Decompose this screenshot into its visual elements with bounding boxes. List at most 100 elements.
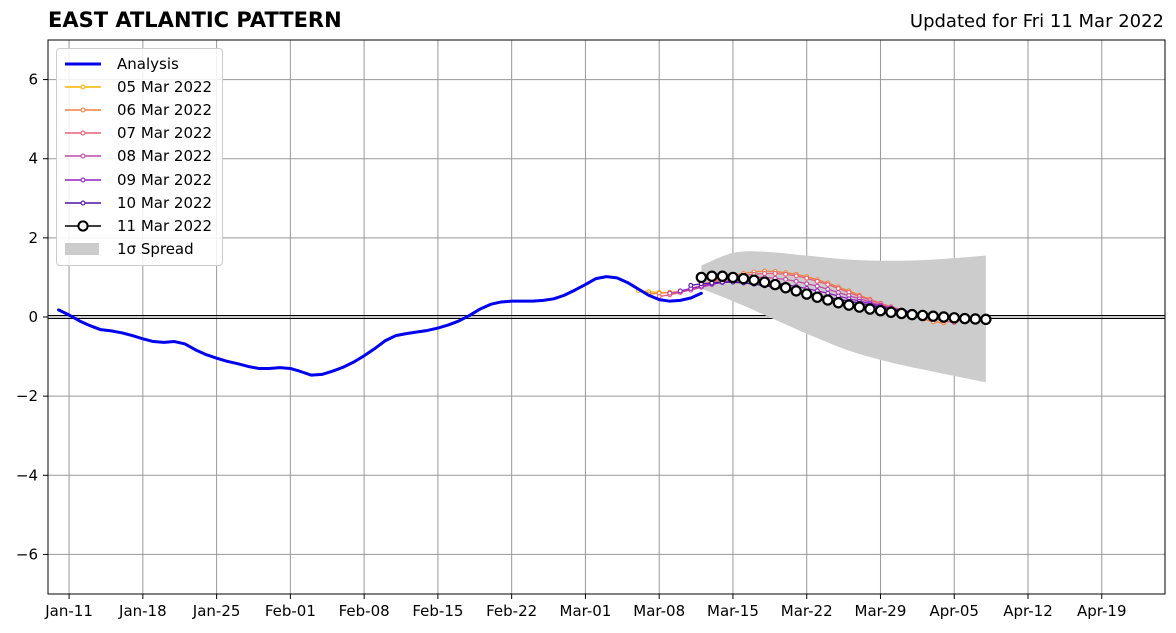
y-tick-label: −2 [16, 387, 38, 405]
legend-label: 1σ Spread [117, 240, 194, 259]
forecast-point [832, 297, 845, 309]
legend-swatch-08-mar [63, 148, 107, 164]
legend-swatch-graphic [65, 177, 101, 182]
legend-label: 08 Mar 2022 [117, 147, 213, 166]
forecast-point [783, 276, 789, 282]
legend-item: 06 Mar 2022 [57, 98, 222, 121]
legend-marker [80, 177, 86, 182]
forecast-point [769, 278, 781, 291]
forecast-point [980, 313, 992, 326]
forecast-point [864, 303, 876, 315]
legend-marker [80, 153, 86, 159]
legend-patch [65, 243, 99, 256]
forecast-point [793, 273, 799, 279]
forecast-point [677, 288, 683, 294]
x-tick-label: Mar-08 [633, 602, 685, 620]
legend-swatch-09-mar [63, 172, 107, 188]
axes: −6 −4 −2 0 2 4 6 Jan-11 Jan-18 Jan-25 Feb-01 Feb-08… [16, 39, 1166, 620]
forecast-point [790, 285, 802, 297]
legend-marker [80, 200, 86, 206]
legend-swatch-11-mar [63, 218, 107, 234]
legend-item: 11 Mar 2022 [57, 214, 222, 237]
forecast-point [874, 304, 887, 317]
plot-frame [47, 39, 1166, 595]
forecast-point [843, 299, 855, 311]
y-tick-label: 0 [28, 308, 38, 326]
forecast-point [772, 271, 778, 276]
legend-swatch-graphic [65, 243, 99, 256]
forecast-point [959, 312, 971, 325]
forecast-point [969, 313, 982, 325]
legend-item: 08 Mar 2022 [57, 145, 222, 168]
forecast-point [688, 282, 694, 288]
y-tick-label: −6 [16, 545, 38, 563]
analysis-line [57, 275, 703, 377]
forecast-point [695, 271, 708, 284]
x-tick-label: Apr-12 [1003, 602, 1053, 620]
x-tick-label: Mar-01 [560, 602, 612, 620]
legend-swatch-spread [63, 241, 107, 257]
legend-swatch-10-mar [63, 195, 107, 211]
legend-item: Analysis [57, 52, 222, 75]
legend-item: 1σ Spread [57, 238, 222, 261]
forecast-series [695, 270, 992, 326]
legend-marker [80, 130, 86, 136]
forecast-point [716, 270, 729, 282]
forecast-point [895, 307, 908, 320]
analysis-series-line [57, 275, 703, 377]
forecast-point [811, 291, 823, 303]
chart-subtitle: Updated for Fri 11 Mar 2022 [909, 11, 1164, 32]
legend-label: Analysis [117, 54, 179, 73]
legend-label: 09 Mar 2022 [117, 170, 213, 189]
legend-label: 10 Mar 2022 [117, 193, 213, 212]
forecast-point [667, 290, 673, 296]
legend-swatch-graphic [65, 200, 101, 206]
chart-legend: Analysis 05 Mar 2022 06 Mar 2022 07 Mar … [56, 48, 223, 266]
forecast-point [779, 282, 792, 294]
forecast-point [948, 312, 960, 324]
forecast-point [804, 275, 810, 281]
legend-swatch-graphic [65, 62, 101, 66]
x-tick-label: Feb-08 [339, 602, 390, 620]
legend-marker [80, 84, 86, 90]
y-tick-label: 4 [28, 150, 38, 168]
legend-label: 06 Mar 2022 [117, 100, 213, 119]
legend-marker [77, 220, 89, 232]
x-tick-label: Mar-29 [855, 602, 907, 620]
forecast-point [853, 301, 866, 313]
forecast-point [727, 271, 739, 284]
forecast-point [758, 276, 771, 288]
x-tick-label: Mar-15 [707, 602, 759, 620]
legend-swatch-graphic [65, 107, 101, 113]
x-tick-label: Feb-15 [412, 602, 463, 620]
forecast-point [938, 311, 950, 323]
legend-item: 05 Mar 2022 [57, 75, 222, 98]
legend-swatch-graphic [65, 220, 101, 232]
forecast-point [762, 271, 768, 276]
x-tick-label: Jan-25 [192, 602, 241, 620]
x-tick-label: Apr-19 [1077, 602, 1127, 620]
forecast-point [927, 310, 939, 322]
x-tick-label: Feb-22 [486, 602, 537, 620]
forecast-point [801, 288, 813, 300]
legend-swatch-06-mar [63, 102, 107, 118]
x-tick-label: Feb-01 [265, 602, 316, 620]
forecast-point [822, 294, 834, 306]
legend-swatch-analysis [63, 56, 107, 72]
forecast-point [783, 271, 789, 277]
legend-swatch-05-mar [63, 79, 107, 95]
forecast-point [814, 283, 820, 289]
legend-label: 11 Mar 2022 [117, 216, 213, 235]
forecast-point [825, 286, 831, 292]
forecast-point [804, 281, 810, 287]
forecast-point [814, 278, 820, 284]
forecast-point [835, 286, 841, 291]
forecast-point [793, 278, 799, 284]
forecast-point [885, 306, 897, 318]
legend-marker [80, 107, 86, 113]
forecast-point [906, 308, 918, 321]
legend-swatch-graphic [65, 84, 101, 90]
forecast-point [916, 309, 929, 322]
legend-swatch-graphic [65, 153, 101, 159]
